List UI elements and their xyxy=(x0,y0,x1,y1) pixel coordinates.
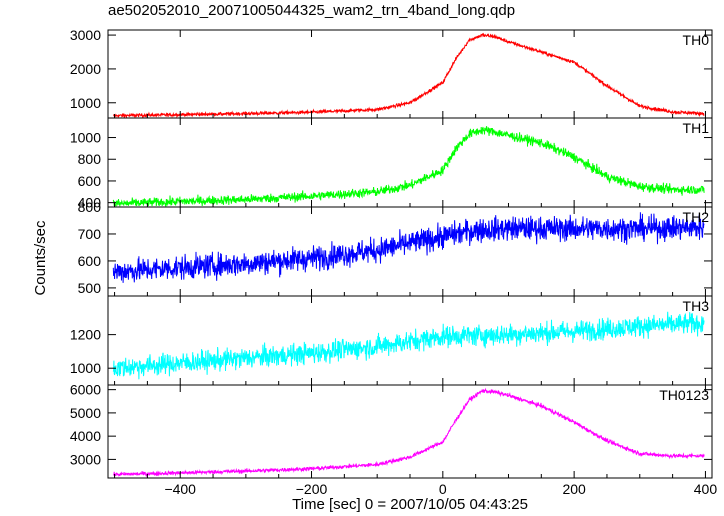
y-tick-label: 600 xyxy=(78,253,102,269)
y-tick-label: 5000 xyxy=(70,405,101,421)
y-tick-label: 800 xyxy=(78,199,102,215)
x-tick-label: 0 xyxy=(439,481,447,497)
series-line-th1 xyxy=(112,126,705,208)
panel-frame-th0 xyxy=(107,29,713,119)
panel-label-th0123: TH0123 xyxy=(659,387,709,403)
x-tick-label: −400 xyxy=(164,481,196,497)
series-line-th0 xyxy=(112,32,705,119)
y-tick-label: 500 xyxy=(78,280,102,296)
y-tick-label: 1200 xyxy=(70,327,101,343)
panel-label-th2: TH2 xyxy=(683,209,710,225)
y-tick-label: 700 xyxy=(78,226,102,242)
series-line-th2 xyxy=(112,212,705,283)
y-tick-label: 2000 xyxy=(70,61,101,77)
y-tick-label: 800 xyxy=(78,151,102,167)
panel-frame-th0123 xyxy=(107,384,713,479)
panel-label-th3: TH3 xyxy=(683,298,710,314)
y-axis-label: Counts/sec xyxy=(32,220,49,296)
panel-label-th1: TH1 xyxy=(683,120,710,136)
panel-frame-th1 xyxy=(107,117,713,208)
y-tick-label: 3000 xyxy=(70,451,101,467)
chart-title: ae502052010_20071005044325_wam2_trn_4ban… xyxy=(108,2,516,19)
y-tick-label: 400 xyxy=(78,195,102,211)
y-tick-label: 1000 xyxy=(70,360,101,376)
x-axis-label: Time [sec] 0 = 2007/10/05 04:43:25 xyxy=(292,496,528,513)
y-tick-label: 4000 xyxy=(70,428,101,444)
y-tick-label: 1000 xyxy=(70,130,101,146)
y-tick-label: 6000 xyxy=(70,382,101,398)
x-tick-label: 400 xyxy=(694,481,718,497)
y-tick-label: 1000 xyxy=(70,95,101,111)
panel-frame-th2 xyxy=(107,206,713,297)
series-line-th0123 xyxy=(112,387,705,477)
y-tick-label: 600 xyxy=(78,173,102,189)
x-tick-label: 200 xyxy=(562,481,586,497)
y-tick-label: 3000 xyxy=(70,27,101,43)
x-tick-label: −200 xyxy=(296,481,328,497)
series-line-th3 xyxy=(112,311,705,380)
panel-label-th0: TH0 xyxy=(683,32,710,48)
